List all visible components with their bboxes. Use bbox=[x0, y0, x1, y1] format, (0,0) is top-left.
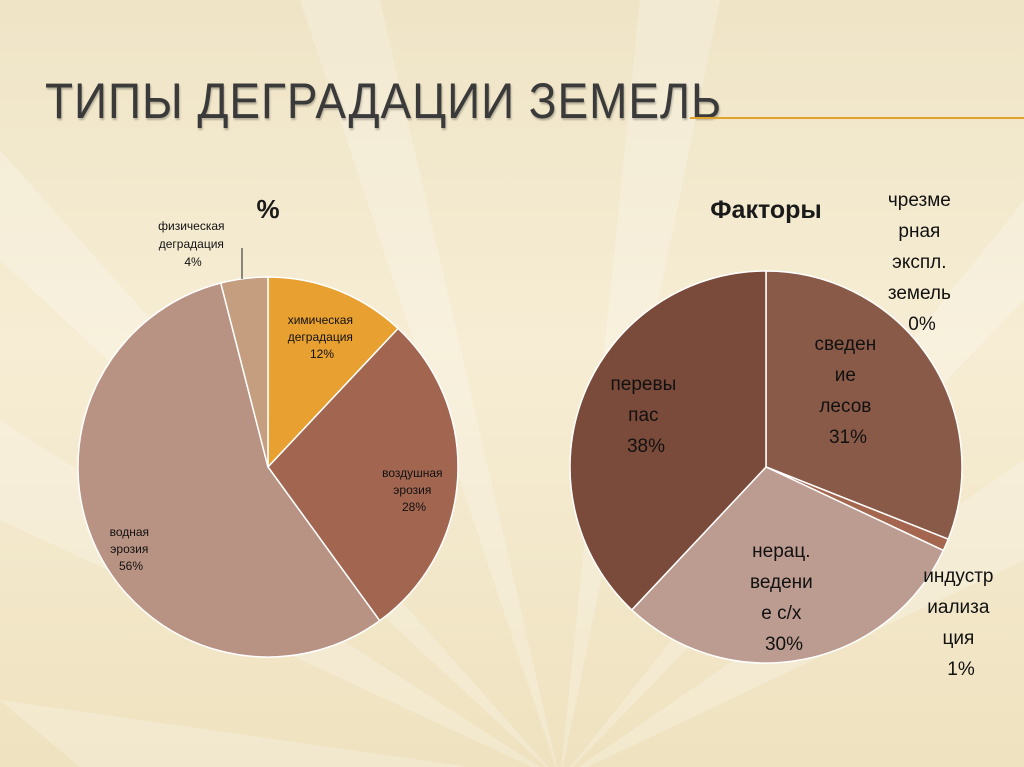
slice-label-overgrazing: перевы пас 38% bbox=[610, 374, 681, 457]
slice-physical bbox=[219, 276, 269, 468]
slice-label-physical: физическая деградация 4% bbox=[158, 219, 228, 269]
chart-title-percent: % bbox=[256, 194, 279, 224]
pie-chart-factors: Факторы чрезме рная экспл. земель 0% све… bbox=[569, 190, 999, 680]
slice-label-chemical: химическая деградация 12% bbox=[288, 313, 357, 361]
slice-label-deforestation: сведен ие лесов 31% bbox=[815, 334, 882, 448]
pie-chart-degradation-types: % химическая деградация 12% воздушная эр… bbox=[77, 194, 459, 658]
slice-irrational-agriculture bbox=[630, 466, 945, 664]
slice-wind-erosion bbox=[267, 327, 459, 622]
slice-label-water-erosion: водная эрозия 56% bbox=[110, 525, 153, 573]
page-title: ТИПЫ ДЕГРАДАЦИИ ЗЕМЕЛЬ bbox=[45, 73, 723, 129]
slice-label-wind-erosion: воздушная эрозия 28% bbox=[382, 466, 446, 514]
chart-title-factors: Факторы bbox=[710, 196, 822, 224]
title-rule bbox=[690, 117, 1024, 119]
slice-label-irrational-agriculture: нерац. ведени е с/х 30% bbox=[750, 541, 818, 655]
slice-chemical bbox=[267, 276, 400, 469]
slice-label-industrialization: индустр иализа ция 1% bbox=[923, 566, 999, 680]
slice-deforestation bbox=[765, 270, 963, 541]
slice-overgrazing bbox=[569, 270, 767, 611]
slice-label-overexploitation: чрезме рная экспл. земель 0% bbox=[888, 190, 956, 335]
slice-water-erosion bbox=[77, 282, 381, 658]
